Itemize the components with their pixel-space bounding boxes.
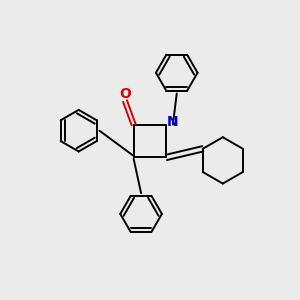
Text: N: N: [167, 116, 179, 129]
Text: O: O: [119, 88, 131, 101]
